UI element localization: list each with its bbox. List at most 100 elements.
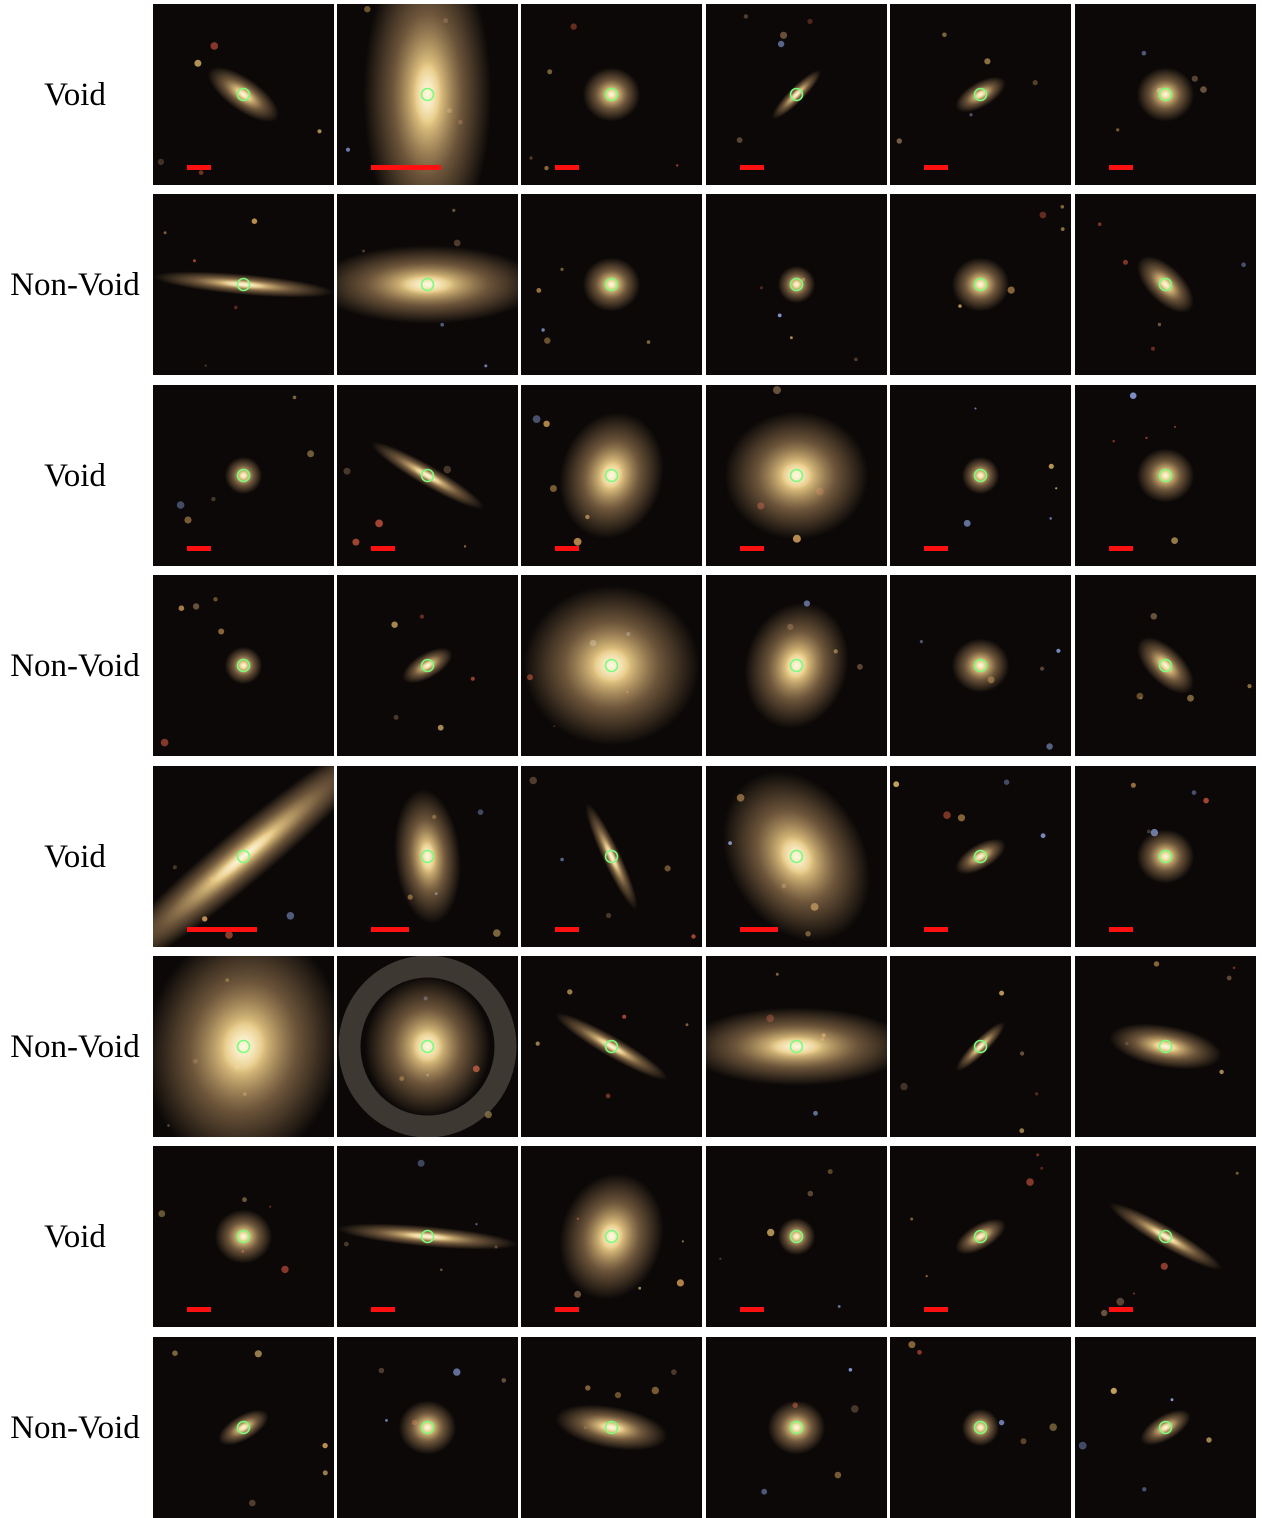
background-star [1146, 829, 1151, 834]
background-star [529, 776, 537, 785]
target-marker-circle [789, 468, 804, 483]
background-star [574, 1290, 582, 1298]
background-star [1116, 128, 1120, 132]
galaxy-core [768, 1036, 825, 1057]
galaxy-image [521, 385, 702, 566]
background-star [192, 603, 200, 610]
background-star [1055, 487, 1058, 490]
background-star [681, 1240, 684, 1243]
background-star [344, 1241, 349, 1247]
background-star [1226, 975, 1232, 981]
background-star [851, 1405, 859, 1413]
target-marker-circle [604, 658, 619, 673]
scale-bar [740, 165, 764, 170]
background-star [393, 714, 399, 720]
background-star [536, 288, 542, 293]
background-star [957, 814, 966, 822]
target-marker-circle [604, 849, 619, 864]
background-star [1171, 537, 1178, 544]
background-star [790, 336, 793, 340]
background-star [925, 1275, 928, 1278]
background-star [1153, 961, 1160, 967]
background-star [385, 1419, 388, 1422]
target-marker-circle [236, 277, 251, 292]
background-star [974, 407, 977, 410]
target-marker-circle [236, 468, 251, 483]
scale-bar [924, 165, 948, 170]
background-star [761, 1488, 768, 1495]
background-star [736, 137, 743, 144]
background-star [184, 516, 192, 524]
background-star [453, 1368, 461, 1376]
target-marker-circle [420, 87, 435, 102]
background-star [391, 621, 398, 628]
background-star [1133, 1292, 1136, 1295]
scale-bar [555, 165, 579, 170]
background-star [470, 676, 475, 681]
galaxy-image [153, 766, 334, 947]
galaxy-core [1158, 277, 1173, 292]
background-star [1003, 779, 1010, 785]
background-star [1020, 1051, 1025, 1056]
target-marker-circle [420, 1420, 435, 1435]
galaxy-image [706, 4, 887, 185]
background-star [218, 628, 225, 635]
background-star [1056, 648, 1061, 653]
background-star [375, 519, 383, 528]
background-star [160, 738, 169, 747]
background-star [452, 208, 456, 212]
background-star [1078, 1441, 1087, 1450]
background-star [1191, 790, 1197, 795]
galaxy-core [1159, 851, 1172, 862]
galaxy-image [153, 385, 334, 566]
background-star [1040, 1166, 1044, 1170]
background-star [1139, 697, 1143, 700]
background-star [501, 1378, 507, 1383]
target-marker-circle [973, 1039, 988, 1054]
galaxy-core [237, 1422, 250, 1433]
galaxy-core [1159, 1422, 1172, 1433]
background-star [893, 781, 900, 788]
background-star [543, 420, 550, 427]
background-star [1151, 346, 1155, 351]
row-label: Non-Void [10, 1409, 140, 1446]
galaxy-image [521, 194, 702, 375]
background-star [1060, 227, 1065, 231]
scale-bar [1109, 165, 1133, 170]
background-star [685, 1023, 689, 1027]
background-star [453, 239, 461, 247]
background-star [671, 1369, 677, 1375]
galaxy-image [1075, 4, 1256, 185]
background-star [475, 1223, 478, 1226]
background-star [943, 811, 951, 819]
background-star [443, 465, 452, 474]
background-star [529, 156, 533, 160]
target-marker-circle [236, 658, 251, 673]
background-star [1046, 743, 1053, 750]
background-star [541, 328, 545, 332]
background-star [573, 537, 582, 546]
background-star [767, 1228, 775, 1237]
background-star [1200, 86, 1207, 93]
target-marker-circle [236, 1229, 251, 1244]
target-marker-circle [236, 87, 251, 102]
background-star [664, 865, 671, 872]
galaxy-core [791, 1232, 802, 1241]
background-star [1247, 684, 1252, 689]
galaxy-image [153, 1146, 334, 1327]
background-star [251, 218, 258, 224]
background-star [1110, 1387, 1117, 1394]
background-star [773, 386, 781, 395]
row-label: Void [44, 76, 106, 113]
galaxy-image [706, 1146, 887, 1327]
galaxy-image [153, 4, 334, 185]
target-marker-circle [1158, 468, 1173, 483]
background-star [676, 1279, 684, 1287]
galaxy-core [596, 1037, 627, 1056]
row-label: Non-Void [10, 1028, 140, 1065]
background-star [437, 724, 444, 731]
galaxy-image [1075, 194, 1256, 375]
target-marker-circle [1158, 1229, 1173, 1244]
target-marker-circle [789, 849, 804, 864]
